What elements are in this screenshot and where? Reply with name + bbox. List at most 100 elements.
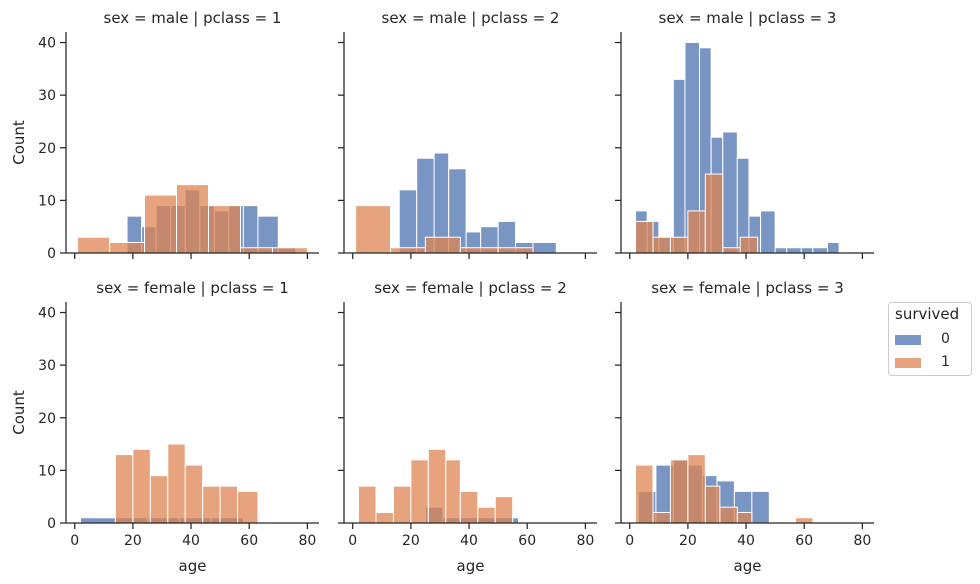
y-tick-label-3-20: 20: [38, 411, 56, 427]
bar-s1-p0-b5: [239, 247, 273, 254]
bar-s1-p3-b4: [184, 464, 204, 524]
bar-s1-p2-b0: [635, 220, 654, 254]
bar-s1-p5-b0: [635, 464, 654, 524]
bar-s0-p1-b8: [532, 241, 557, 254]
bar-s1-p2-b6: [739, 236, 759, 254]
facet-panel-3: sex = female | pclass = 1 0 10 20 30 40 0 20 40 6…: [10, 279, 319, 575]
series-0-panel-1: [398, 152, 557, 254]
bar-s0-p4-b5: [512, 517, 519, 524]
x-tick-label-4-0: 0: [348, 533, 357, 549]
bar-s1-p1-b4: [497, 247, 534, 254]
bar-s0-p2-b12: [786, 247, 802, 254]
y-tick-label-3-40: 40: [38, 306, 56, 322]
facet-title-4: sex = female | pclass = 2: [374, 279, 566, 297]
bar-s1-p4-b2: [392, 485, 412, 524]
bar-s1-p4-b6: [459, 490, 479, 524]
bar-s1-p4-b5: [445, 459, 461, 524]
facet-panel-2: sex = male | pclass = 3: [615, 9, 874, 259]
legend-label-0: 0: [941, 331, 950, 347]
bar-s1-p2-b3: [687, 210, 706, 254]
bar-s1-p2-b4: [704, 173, 724, 254]
bar-s1-p5-b3: [687, 454, 706, 524]
x-tick-label-4-80: 80: [576, 533, 594, 549]
bar-s1-p5-b1: [652, 511, 671, 524]
bar-s0-p2-b13: [800, 247, 814, 254]
y-axis-label-0: Count: [10, 120, 28, 165]
facet-title-5: sex = female | pclass = 3: [651, 279, 843, 297]
bar-s0-p2-b11: [774, 247, 788, 254]
bar-s1-p0-b0: [77, 236, 111, 254]
bar-s1-p3-b0: [114, 454, 134, 524]
series-1-panel-3: [114, 443, 259, 524]
bar-s1-p5-b4: [704, 485, 721, 524]
x-tick-label-3-60: 60: [240, 533, 258, 549]
bar-s1-p0-b4: [207, 205, 241, 254]
bar-s1-p1-b3: [459, 247, 499, 254]
bar-s0-p2-b3: [672, 78, 686, 254]
bar-s1-p2-b5: [722, 247, 741, 254]
bar-s0-p2-b10: [760, 210, 776, 254]
y-tick-label-3-30: 30: [38, 358, 56, 374]
series-1-panel-2: [635, 173, 759, 254]
bar-s1-p3-b1: [132, 448, 151, 524]
series-1-panel-4: [358, 448, 514, 524]
y-tick-label-0-30: 30: [38, 88, 56, 104]
y-tick-label-3-10: 10: [38, 463, 56, 479]
series-0-panel-2: [635, 42, 840, 254]
x-tick-label-4-20: 20: [402, 533, 420, 549]
x-tick-label-5-80: 80: [853, 533, 871, 549]
x-tick-label-3-40: 40: [182, 533, 200, 549]
bar-s1-p4-b0: [358, 485, 377, 524]
facet-panel-0: sex = male | pclass = 1 0 10 20 30 40 Count: [10, 9, 319, 262]
bar-s1-p2-b2: [669, 236, 689, 254]
bar-s0-p3-b0: [80, 517, 116, 524]
bar-s0-p0-b8: [242, 205, 259, 254]
x-tick-label-3-0: 0: [70, 533, 79, 549]
bar-s1-p0-b1: [109, 241, 146, 254]
y-tick-label-0-40: 40: [38, 36, 56, 52]
facet-title-0: sex = male | pclass = 1: [104, 9, 282, 27]
bar-s1-p3-b5: [202, 485, 221, 524]
legend-swatch-1: [895, 358, 921, 368]
bar-s1-p5-b7: [794, 517, 814, 524]
x-tick-label-5-60: 60: [795, 533, 813, 549]
x-tick-label-4-60: 60: [518, 533, 536, 549]
bar-s1-p0-b2: [144, 194, 178, 254]
bar-s1-p4-b1: [375, 511, 394, 524]
bar-s0-p2-b15: [826, 241, 840, 254]
x-axis-label-3: age: [179, 557, 207, 575]
x-tick-label-4-40: 40: [460, 533, 478, 549]
bar-s1-p0-b3: [176, 184, 209, 254]
bar-s1-p4-b7: [477, 506, 496, 524]
y-axis-label-3: Count: [10, 390, 28, 435]
bar-s1-p1-b0: [355, 205, 392, 254]
bar-s0-p2-b14: [812, 247, 828, 254]
bar-s0-p2-b7: [722, 131, 738, 254]
x-tick-label-5-40: 40: [737, 533, 755, 549]
legend-title: survived: [895, 305, 960, 323]
bar-s1-p3-b3: [167, 443, 186, 524]
facet-panel-1: sex = male | pclass = 2: [338, 9, 597, 259]
bar-s1-p3-b2: [149, 475, 169, 524]
bar-s1-p2-b1: [652, 236, 671, 254]
y-tick-label-3-0: 0: [47, 516, 56, 532]
bar-s1-p3-b7: [237, 490, 259, 524]
bar-s1-p5-b2: [669, 459, 689, 524]
y-tick-label-0-20: 20: [38, 141, 56, 157]
y-tick-label-0-10: 10: [38, 193, 56, 209]
x-tick-label-5-0: 0: [625, 533, 634, 549]
bar-s1-p1-b2: [424, 236, 461, 254]
series-1-panel-0: [77, 184, 308, 254]
bar-s1-p5-b6: [736, 511, 753, 524]
facet-title-1: sex = male | pclass = 2: [382, 9, 560, 27]
bar-s1-p1-b1: [390, 247, 426, 254]
bar-s0-p1-b0: [398, 189, 418, 254]
facet-panel-4: sex = female | pclass = 2 0 20 40 60 80 age: [338, 279, 597, 575]
x-tick-label-3-20: 20: [124, 533, 142, 549]
bar-s1-p4-b3: [410, 459, 429, 524]
bar-s1-p5-b5: [719, 506, 738, 524]
bar-s1-p4-b8: [494, 496, 514, 524]
bar-s1-p0-b6: [271, 247, 308, 254]
facet-title-2: sex = male | pclass = 3: [659, 9, 837, 27]
